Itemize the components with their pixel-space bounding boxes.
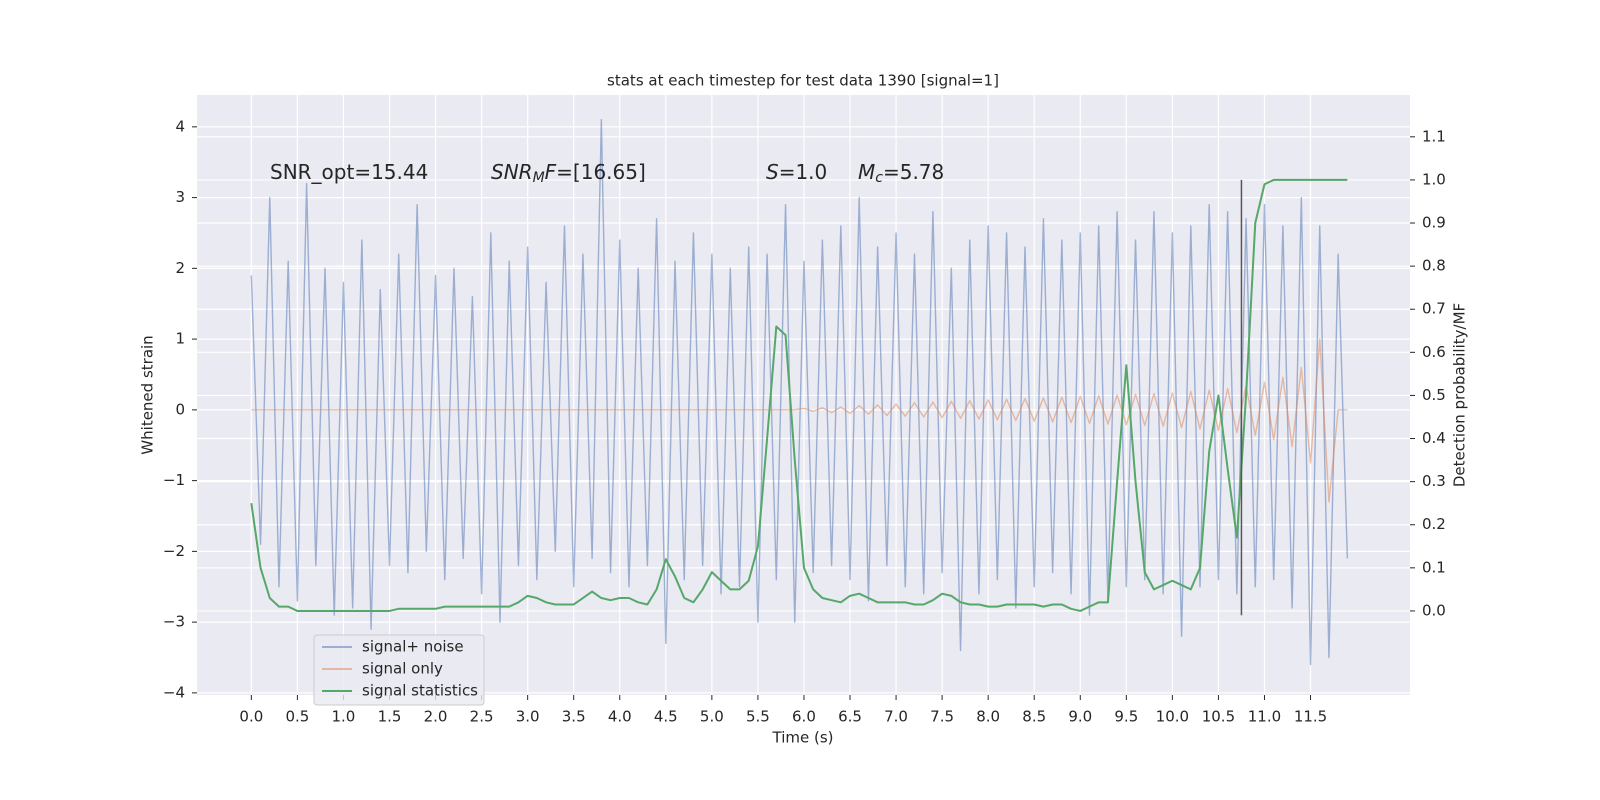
- annotation: Mc=5.78: [858, 160, 944, 187]
- y2-tick-label: 1.1: [1422, 127, 1446, 145]
- chart-title: stats at each timestep for test data 139…: [607, 72, 999, 90]
- x-tick-label: 11.5: [1294, 708, 1327, 726]
- x-tick-label: 3.0: [516, 708, 540, 726]
- x-tick-label: 5.0: [700, 708, 724, 726]
- series-line: [250, 178, 1348, 612]
- x-tick-label: 9.5: [1114, 708, 1138, 726]
- legend-label: signal only: [362, 660, 443, 678]
- y-tick-label: −2: [163, 542, 185, 560]
- x-tick-label: 10.5: [1202, 708, 1235, 726]
- legend-label: signal+ noise: [362, 638, 464, 656]
- legend: signal+ noise signal only signal statistic…: [313, 634, 485, 706]
- annotation-part: c: [875, 170, 883, 186]
- x-tick-label: 0.0: [239, 708, 263, 726]
- y2-tick-label: 0.7: [1422, 300, 1446, 318]
- series-line: [251, 338, 1348, 503]
- x-tick-label: 2.0: [424, 708, 448, 726]
- x-tick-label: 6.5: [838, 708, 862, 726]
- x-tick-label: 0.5: [285, 708, 309, 726]
- x-tick-label: 1.0: [332, 708, 356, 726]
- y2-tick-label: 0.1: [1422, 558, 1446, 576]
- y2-tick-label: 0.2: [1422, 515, 1446, 533]
- y2-tick-label: 0.0: [1422, 601, 1446, 619]
- x-tick-label: 1.5: [378, 708, 402, 726]
- y-tick-label: −4: [163, 683, 185, 701]
- y-tick-label: −3: [163, 613, 185, 631]
- y-tick-label: 1: [175, 330, 185, 348]
- y-tick-label: 2: [175, 259, 185, 277]
- y-axis-label: Whitened strain: [139, 335, 157, 454]
- x-tick-label: 4.0: [608, 708, 632, 726]
- y-tick-label: −1: [163, 471, 185, 489]
- x-tick-label: 9.0: [1068, 708, 1092, 726]
- y2-tick-label: 0.5: [1422, 386, 1446, 404]
- x-tick-label: 5.5: [746, 708, 770, 726]
- annotation-part: =5.78: [883, 160, 944, 184]
- x-tick-label: 7.0: [884, 708, 908, 726]
- x-tick-label: 10.0: [1156, 708, 1189, 726]
- annotation-part: =1.0: [779, 160, 828, 184]
- annotation-part: M: [533, 170, 545, 186]
- annotation: SNR_opt=15.44: [270, 160, 428, 184]
- x-tick-label: 4.5: [654, 708, 678, 726]
- x-tick-label: 8.0: [976, 708, 1000, 726]
- y2-tick-label: 0.6: [1422, 343, 1446, 361]
- y2-tick-label: 0.9: [1422, 214, 1446, 232]
- y-tick-label: 0: [175, 400, 185, 418]
- y2-tick-label: 0.8: [1422, 257, 1446, 275]
- y2-tick-label: 0.4: [1422, 429, 1446, 447]
- annotation-part: =[16.65]: [556, 160, 646, 184]
- legend-box: [313, 634, 485, 706]
- y2-tick-label: 0.3: [1422, 472, 1446, 490]
- x-tick-label: 6.0: [792, 708, 816, 726]
- annotation-part: F: [545, 160, 557, 184]
- x-tick-label: 7.5: [930, 708, 954, 726]
- annotation-part: S: [766, 160, 779, 184]
- y2-axis-label: Detection probability/MF: [1451, 303, 1469, 487]
- x-tick-label: 11.0: [1248, 708, 1281, 726]
- x-axis-label: Time (s): [772, 729, 834, 747]
- y-tick-label: 4: [175, 117, 185, 135]
- legend-label: signal statistics: [362, 682, 478, 700]
- annotation: S=1.0: [766, 160, 827, 184]
- x-tick-label: 8.5: [1022, 708, 1046, 726]
- y-tick-label: 3: [175, 188, 185, 206]
- y2-tick-label: 1.0: [1422, 170, 1446, 188]
- annotation: SNRMF=[16.65]: [491, 160, 646, 187]
- x-tick-label: 2.5: [470, 708, 494, 726]
- annotation-part: SNR: [491, 160, 533, 184]
- series-line: [250, 119, 1349, 666]
- annotation-part: SNR_opt=15.44: [270, 160, 428, 184]
- x-tick-label: 3.5: [562, 708, 586, 726]
- annotation-part: M: [858, 160, 875, 184]
